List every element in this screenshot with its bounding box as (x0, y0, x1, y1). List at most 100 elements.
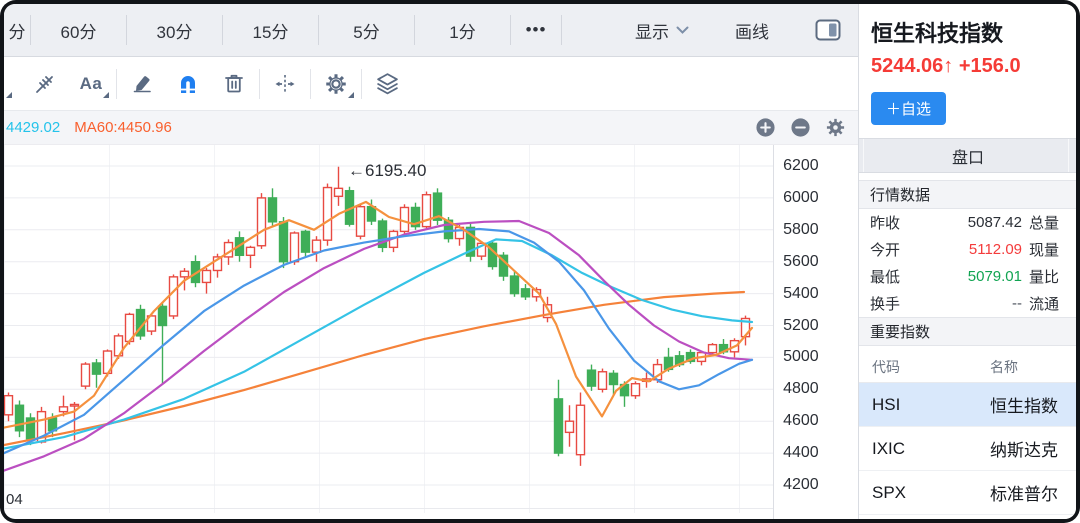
display-dropdown[interactable]: 显示 (629, 17, 695, 44)
draw-line-label: 画线 (735, 22, 769, 42)
candle-up (311, 239, 322, 253)
market-data-row: 换手 -- 流通 (859, 290, 1076, 317)
candle-up (245, 246, 256, 257)
toolbar-divider (126, 15, 127, 45)
market-row-value: 5112.09 (968, 241, 1022, 258)
horizontal-spread-icon (275, 74, 295, 93)
candle-down (157, 305, 168, 327)
index-row-HSI[interactable]: HSI 恒生指数 (859, 383, 1076, 427)
timeframe-button-60分[interactable]: 60分 (31, 4, 126, 56)
candlestick-chart[interactable]: ←6195.40 04 (4, 145, 774, 519)
toolbar-divider (222, 15, 223, 45)
draw-line-button[interactable]: 画线 (729, 17, 775, 44)
market-row-label: 换手 (870, 296, 901, 313)
candle-down (366, 205, 377, 222)
candle-up (256, 197, 267, 247)
candle-down (608, 372, 619, 386)
timeframe-button-30分[interactable]: 30分 (127, 4, 222, 56)
toolbar-divider (310, 68, 311, 99)
candle-down (377, 220, 388, 249)
candle-down (432, 192, 443, 221)
candle-down (685, 351, 696, 363)
ma10-blue-line (4, 227, 754, 455)
indices-table-header: 代码 名称 (859, 352, 1076, 383)
price-tick-label: 4200 (783, 476, 819, 493)
dropdown-corner-icon (6, 91, 12, 98)
marker-tool-button[interactable] (119, 64, 165, 104)
candle-down (91, 362, 102, 375)
name-column-header: 名称 (990, 359, 1018, 375)
candle-up (289, 232, 300, 263)
price-axis: 6200 6000 5800 5600 5400 5200 5000 4800 4600 4400… (773, 145, 858, 519)
index-title: 恒生科技指数 (871, 21, 1004, 46)
more-timeframes-button[interactable]: ••• (511, 4, 561, 56)
candle-down (300, 230, 311, 253)
zoom-out-icon (791, 118, 810, 137)
tab-separator (1068, 139, 1069, 172)
market-row-label2: 总量 (1029, 215, 1060, 232)
market-row-value: -- (1012, 295, 1022, 312)
clipped-tool-button[interactable] (4, 64, 22, 104)
timeframe-button-分[interactable]: 分 (4, 4, 30, 56)
candle-up (179, 270, 190, 278)
timeframe-button-5分[interactable]: 5分 (319, 4, 414, 56)
zoom-in-icon (756, 118, 775, 137)
candle-up (201, 269, 212, 284)
text-tool-button[interactable]: Aa (68, 64, 114, 104)
tab-order-book[interactable]: 盘口 (859, 138, 1076, 173)
index-row-SPX[interactable]: SPX 标准普尔 (859, 471, 1076, 515)
chart-area: ←6195.40 04 6200 6000 5800 5600 5400 5200 5000 4… (4, 145, 858, 519)
indices-table-body: HSI 恒生指数 IXIC 纳斯达克 SPX 标准普尔 (859, 383, 1076, 515)
indicator-settings-button[interactable] (825, 117, 846, 138)
index-name: 标准普尔 (990, 485, 1058, 504)
zoom-in-button[interactable] (755, 117, 776, 138)
market-row-label: 最低 (870, 269, 901, 286)
gear-icon (326, 73, 346, 94)
market-data-header: 行情数据 (859, 180, 1076, 209)
price-change: +156.0 (958, 55, 1021, 77)
layers-icon (376, 73, 398, 95)
timeframe-toolbar: 分 60分 30分 15分 5分 1分 ••• 显示 画线 (4, 4, 858, 57)
timeframe-button-1分[interactable]: 1分 (415, 4, 510, 56)
candle-up (322, 186, 333, 241)
toolbar-divider (361, 68, 362, 99)
market-data-row: 昨收 5087.42 总量 (859, 209, 1076, 236)
zoom-out-button[interactable] (790, 117, 811, 138)
index-name: 纳斯达克 (990, 441, 1058, 460)
index-row-IXIC[interactable]: IXIC 纳斯达克 (859, 427, 1076, 471)
chart-settings-button[interactable] (313, 64, 359, 104)
chart-panel: 分 60分 30分 15分 5分 1分 ••• 显示 画线 (4, 4, 858, 519)
magnet-tool-button[interactable] (165, 64, 211, 104)
horizontal-spread-button[interactable] (262, 64, 308, 104)
candle-down (520, 288, 531, 298)
candle-up (4, 394, 14, 416)
toolbar-divider (30, 15, 31, 45)
dropdown-corner-icon (348, 91, 354, 98)
pitchfork-tool-button[interactable] (22, 64, 68, 104)
timeframe-button-15分[interactable]: 15分 (223, 4, 318, 56)
candle-down (553, 398, 564, 454)
add-watchlist-button[interactable]: ＋自选 (871, 92, 947, 125)
toolbar-divider (414, 15, 415, 45)
text-tool-label: Aa (79, 73, 103, 93)
layers-button[interactable] (364, 64, 410, 104)
candle-up (421, 194, 432, 228)
candle-up (531, 288, 542, 298)
marker-icon (133, 75, 151, 92)
peak-annotation: ←6195.40 (348, 161, 426, 180)
delete-tool-button[interactable] (211, 64, 257, 104)
price-tick-label: 5800 (783, 220, 819, 238)
candle-up (69, 403, 80, 407)
ma60-orange-line (4, 290, 746, 447)
market-row-label2: 量比 (1029, 269, 1060, 286)
candle-down (410, 206, 421, 228)
ma30-value-label: 4429.02 (6, 119, 61, 136)
ma5-orange-line (4, 200, 754, 429)
market-row-value: 5079.01 (967, 268, 1022, 285)
candle-up (542, 304, 553, 319)
x-axis-label: 04 (6, 491, 23, 508)
market-data-row: 今开 5112.09 现量 (859, 236, 1076, 263)
panel-toggle-button[interactable] (809, 18, 848, 43)
tab-separator (863, 139, 864, 172)
chevron-down-icon (676, 26, 689, 34)
